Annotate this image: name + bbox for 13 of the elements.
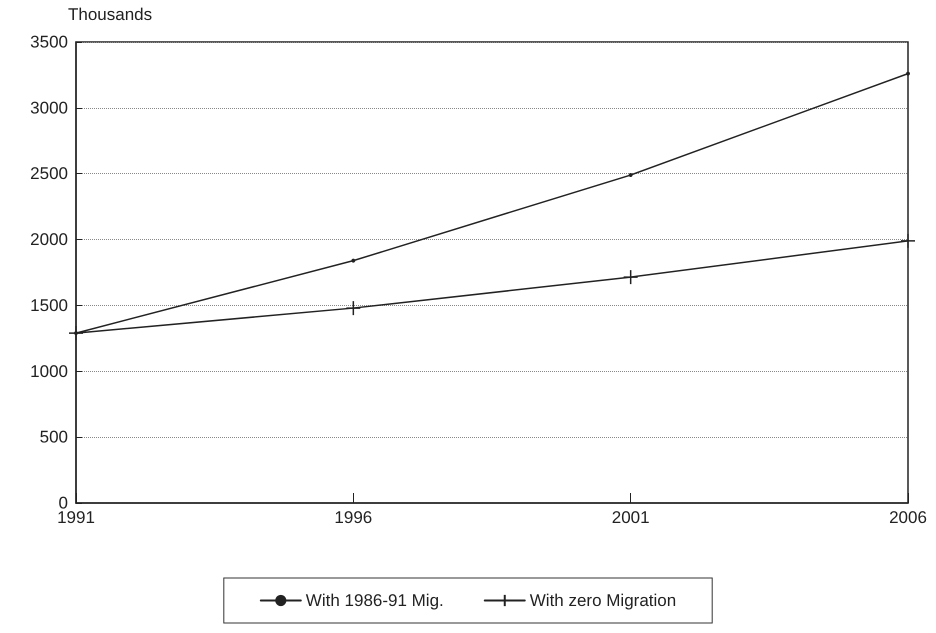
x-tick-label: 1996 [334,508,372,527]
legend-label: With 1986-91 Mig. [306,591,444,610]
x-tick-label: 2006 [889,508,927,527]
y-tick-label: 1000 [30,362,68,381]
y-tick-label: 2000 [30,230,68,250]
x-tick-label: 2001 [612,508,650,527]
y-tick-label: 1500 [30,296,68,315]
y-tick-label: 3000 [30,98,68,118]
y-axis-title: Thousands [68,5,152,24]
y-tick-label: 500 [40,428,68,447]
legend-label: With zero Migration [530,591,676,610]
y-tick-label: 3500 [30,32,68,52]
y-tick-label: 2500 [30,164,68,184]
